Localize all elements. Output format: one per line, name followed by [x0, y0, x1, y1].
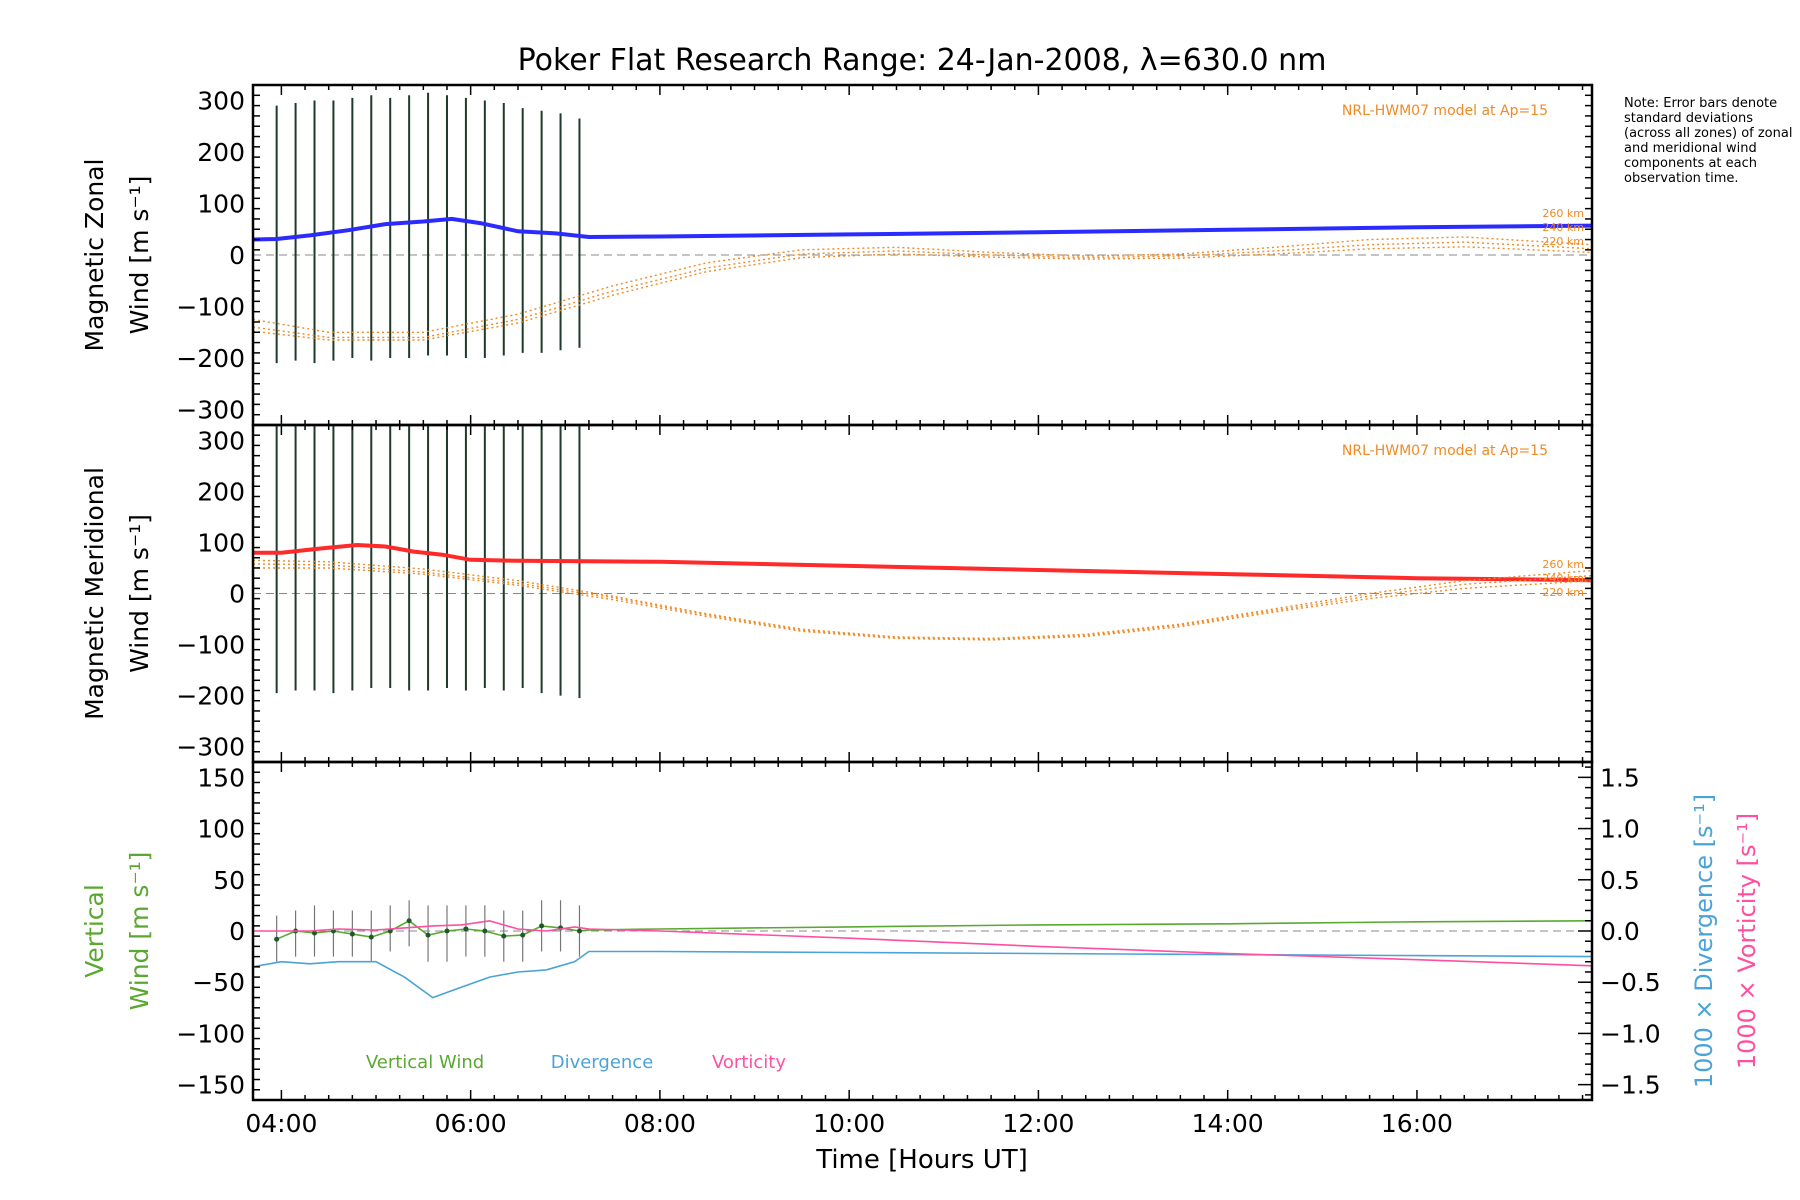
y-tick-label: 0 — [229, 917, 245, 946]
altitude-label: 220 km — [1542, 586, 1584, 599]
y2-tick-label: −1.0 — [1600, 1019, 1661, 1048]
y-tick-label: −200 — [176, 344, 245, 373]
vertical-wind-point — [274, 936, 280, 942]
y-tick-label: −300 — [176, 396, 245, 425]
x-axis-label: Time [Hours UT] — [815, 1145, 1028, 1175]
x-tick-label: 10:00 — [813, 1109, 885, 1138]
y2-tick-label: 0.5 — [1600, 866, 1640, 895]
y-tick-label: −300 — [176, 733, 245, 762]
legend-entry: Divergence — [551, 1052, 654, 1073]
model-label: NRL-HWM07 model at Ap=15 — [1342, 103, 1548, 119]
y-tick-label: −100 — [176, 1019, 245, 1048]
y-tick-label: 100 — [197, 528, 245, 557]
x-tick-label: 04:00 — [245, 1109, 317, 1138]
x-tick-label: 08:00 — [624, 1109, 696, 1138]
vertical-wind-point — [349, 931, 355, 937]
model-line-220 — [252, 246, 1593, 341]
vertical-wind-point — [463, 926, 469, 932]
panel-meridional: −300 −200 −100 0 100 200 300 Magnetic Meridiona… — [80, 423, 1594, 764]
y-tick-label: 300 — [197, 426, 245, 455]
model-line-240 — [252, 563, 1593, 641]
vorticity-line — [253, 919, 1593, 967]
y-tick-label: 200 — [197, 477, 245, 506]
y-tick-label: −200 — [176, 682, 245, 711]
altitude-label: 240 km — [1542, 221, 1584, 234]
error-bar-note: Note: Error bars denote standard deviati… — [1624, 96, 1793, 186]
vertical-wind-point — [444, 928, 450, 934]
vertical-wind-point — [501, 933, 507, 939]
y-tick-label: 300 — [197, 86, 245, 115]
vertical-wind-point — [425, 932, 431, 938]
y-tick-label: 150 — [197, 763, 245, 792]
model-line-260 — [252, 236, 1593, 333]
divergence-axis-label: 1000 × Divergence [s⁻¹] — [1690, 794, 1718, 1088]
panel-vertical: −150 −100 −50 0 50 100 150 Vertical Wind [m s⁻¹]… — [80, 760, 1761, 1138]
panel-zonal: −300 −200 −100 0 100 200 300 Magnetic Zonal Wind… — [80, 83, 1594, 427]
x-tick-label: 16:00 — [1381, 1109, 1453, 1138]
vorticity-axis-label: 1000 × Vorticity [s⁻¹] — [1733, 813, 1761, 1069]
y-tick-label: 200 — [197, 138, 245, 167]
vertical-wind-point — [482, 928, 488, 934]
model-line-260 — [252, 559, 1593, 640]
vertical-wind-point — [312, 930, 318, 936]
y-axis-label-line1: Vertical — [80, 884, 109, 978]
model-label: NRL-HWM07 model at Ap=15 — [1342, 443, 1548, 459]
model-line-240 — [252, 241, 1593, 339]
vertical-wind-point — [520, 932, 526, 938]
divergence-line — [252, 950, 1593, 999]
altitude-label: 260 km — [1542, 207, 1584, 220]
vertical-wind-point — [539, 923, 545, 929]
y-axis-label-line2: Wind [m s⁻¹] — [125, 514, 154, 673]
y-tick-label: −100 — [176, 293, 245, 322]
vertical-wind-point — [406, 918, 412, 924]
y-tick-label: 100 — [197, 189, 245, 218]
x-tick-label: 14:00 — [1192, 1109, 1264, 1138]
y2-tick-label: 1.5 — [1600, 763, 1640, 792]
y2-tick-label: 0.0 — [1600, 917, 1640, 946]
legend-entry: Vorticity — [712, 1052, 786, 1073]
altitude-label: 240 km — [1542, 572, 1584, 585]
chart-title: Poker Flat Research Range: 24-Jan-2008, … — [518, 43, 1327, 78]
altitude-label: 220 km — [1542, 235, 1584, 248]
x-tick-label: 06:00 — [435, 1109, 507, 1138]
vertical-wind-point — [576, 928, 582, 934]
y2-tick-label: 1.0 — [1600, 815, 1640, 844]
vertical-wind-line — [276, 919, 1593, 940]
y-tick-label: −150 — [176, 1071, 245, 1100]
x-tick-label: 12:00 — [1002, 1109, 1074, 1138]
y-tick-label: 0 — [229, 580, 245, 609]
y-tick-label: −100 — [176, 631, 245, 660]
y-axis-label-line2: Wind [m s⁻¹] — [125, 852, 154, 1011]
meridional-wind-line — [253, 542, 1593, 583]
y2-tick-label: −1.5 — [1600, 1071, 1661, 1100]
y-axis-label-line1: Magnetic Zonal — [80, 159, 109, 352]
vertical-wind-point — [368, 934, 374, 940]
altitude-label: 260 km — [1542, 558, 1584, 571]
y-tick-label: 50 — [213, 866, 245, 895]
y-tick-label: −50 — [192, 968, 245, 997]
y-axis-label-line2: Wind [m s⁻¹] — [125, 176, 154, 335]
legend-entry: Vertical Wind — [366, 1052, 484, 1073]
y2-tick-label: −0.5 — [1600, 968, 1661, 997]
y-axis-label-line1: Magnetic Meridional — [80, 467, 109, 720]
zonal-wind-line — [252, 216, 1593, 242]
y-tick-label: 100 — [197, 815, 245, 844]
y-tick-label: 0 — [229, 241, 245, 270]
